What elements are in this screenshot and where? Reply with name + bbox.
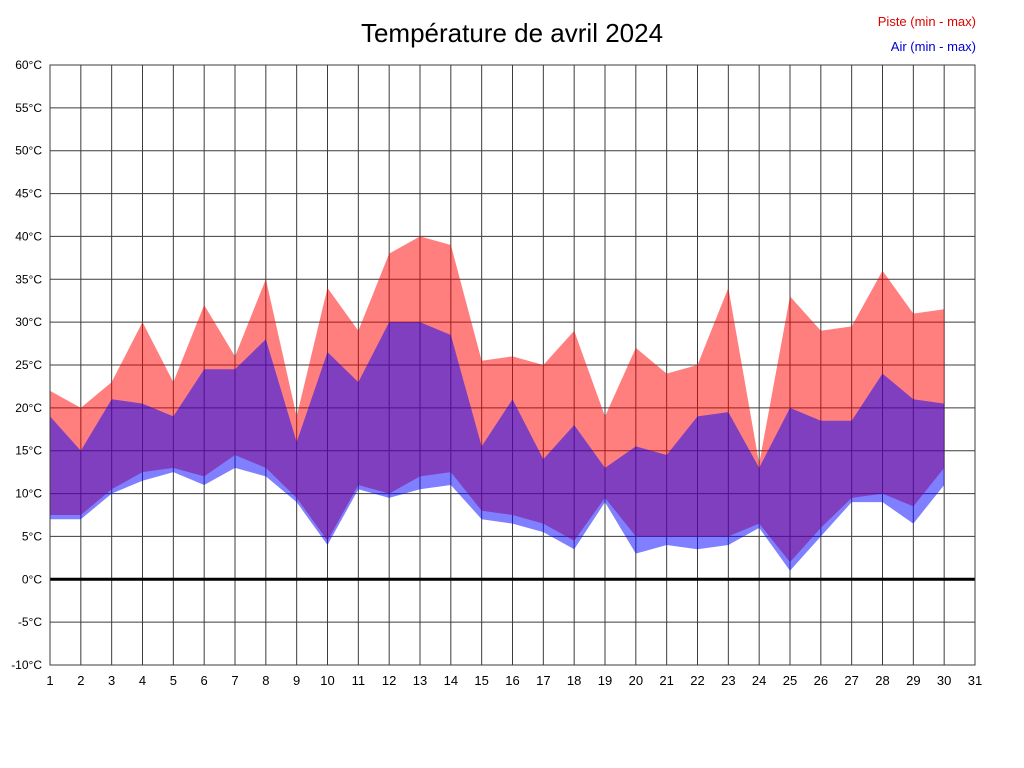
x-axis-tick-label: 6 <box>201 673 208 688</box>
x-axis-tick-label: 27 <box>844 673 858 688</box>
x-axis-tick-label: 2 <box>77 673 84 688</box>
x-axis-tick-label: 7 <box>231 673 238 688</box>
x-axis-tick-label: 4 <box>139 673 146 688</box>
x-axis-tick-label: 29 <box>906 673 920 688</box>
x-axis-tick-label: 22 <box>690 673 704 688</box>
x-axis-tick-label: 24 <box>752 673 766 688</box>
air-temperature-band <box>50 322 945 571</box>
legend-piste-label: Piste (min - max) <box>877 14 976 29</box>
x-axis-tick-label: 8 <box>262 673 269 688</box>
x-axis-tick-label: 12 <box>382 673 396 688</box>
y-axis-tick-label: 40°C <box>15 229 42 243</box>
x-axis-tick-label: 18 <box>567 673 581 688</box>
x-axis-tick-label: 19 <box>598 673 612 688</box>
x-axis-tick-label: 13 <box>413 673 427 688</box>
x-axis-tick-label: 15 <box>474 673 488 688</box>
x-axis-tick-label: 28 <box>875 673 889 688</box>
y-axis-tick-label: -10°C <box>11 658 42 672</box>
x-axis-tick-label: 3 <box>108 673 115 688</box>
y-axis-tick-label: 0°C <box>22 572 42 586</box>
x-axis-tick-label: 14 <box>444 673 458 688</box>
x-axis-tick-label: 9 <box>293 673 300 688</box>
y-axis-tick-label: 25°C <box>15 358 42 372</box>
x-axis-tick-label: 16 <box>505 673 519 688</box>
x-axis-tick-label: 10 <box>320 673 334 688</box>
y-axis-tick-label: -5°C <box>18 615 42 629</box>
y-axis-tick-label: 45°C <box>15 187 42 201</box>
x-axis-tick-label: 20 <box>629 673 643 688</box>
y-axis-tick-label: 50°C <box>15 144 42 158</box>
y-axis-tick-label: 5°C <box>22 529 42 543</box>
y-axis-tick-label: 35°C <box>15 272 42 286</box>
plot-border <box>49 64 976 666</box>
y-axis-tick-label: 55°C <box>15 101 42 115</box>
x-axis-tick-label: 21 <box>659 673 673 688</box>
chart-title: Température de avril 2024 <box>360 18 664 48</box>
legend-air-label: Air (min - max) <box>890 38 976 54</box>
y-axis-tick-label: 60°C <box>15 58 42 72</box>
y-axis-tick-label: 10°C <box>15 487 42 501</box>
x-axis-tick-label: 31 <box>968 673 982 688</box>
y-axis-tick-label: 20°C <box>15 401 42 415</box>
y-axis-tick-label: 30°C <box>15 315 42 329</box>
x-axis-tick-label: 25 <box>783 673 797 688</box>
chart-legend: Piste (min - max) Air (min - max) <box>878 10 976 59</box>
x-axis-tick-label: 5 <box>170 673 177 688</box>
y-axis-tick-label: 15°C <box>15 444 42 458</box>
x-axis-tick-label: 1 <box>46 673 53 688</box>
x-axis-tick-label: 23 <box>721 673 735 688</box>
x-axis-tick-label: 11 <box>352 673 366 688</box>
x-axis-tick-label: 17 <box>536 673 550 688</box>
x-axis-tick-label: 30 <box>937 673 951 688</box>
x-axis-tick-label: 26 <box>814 673 828 688</box>
